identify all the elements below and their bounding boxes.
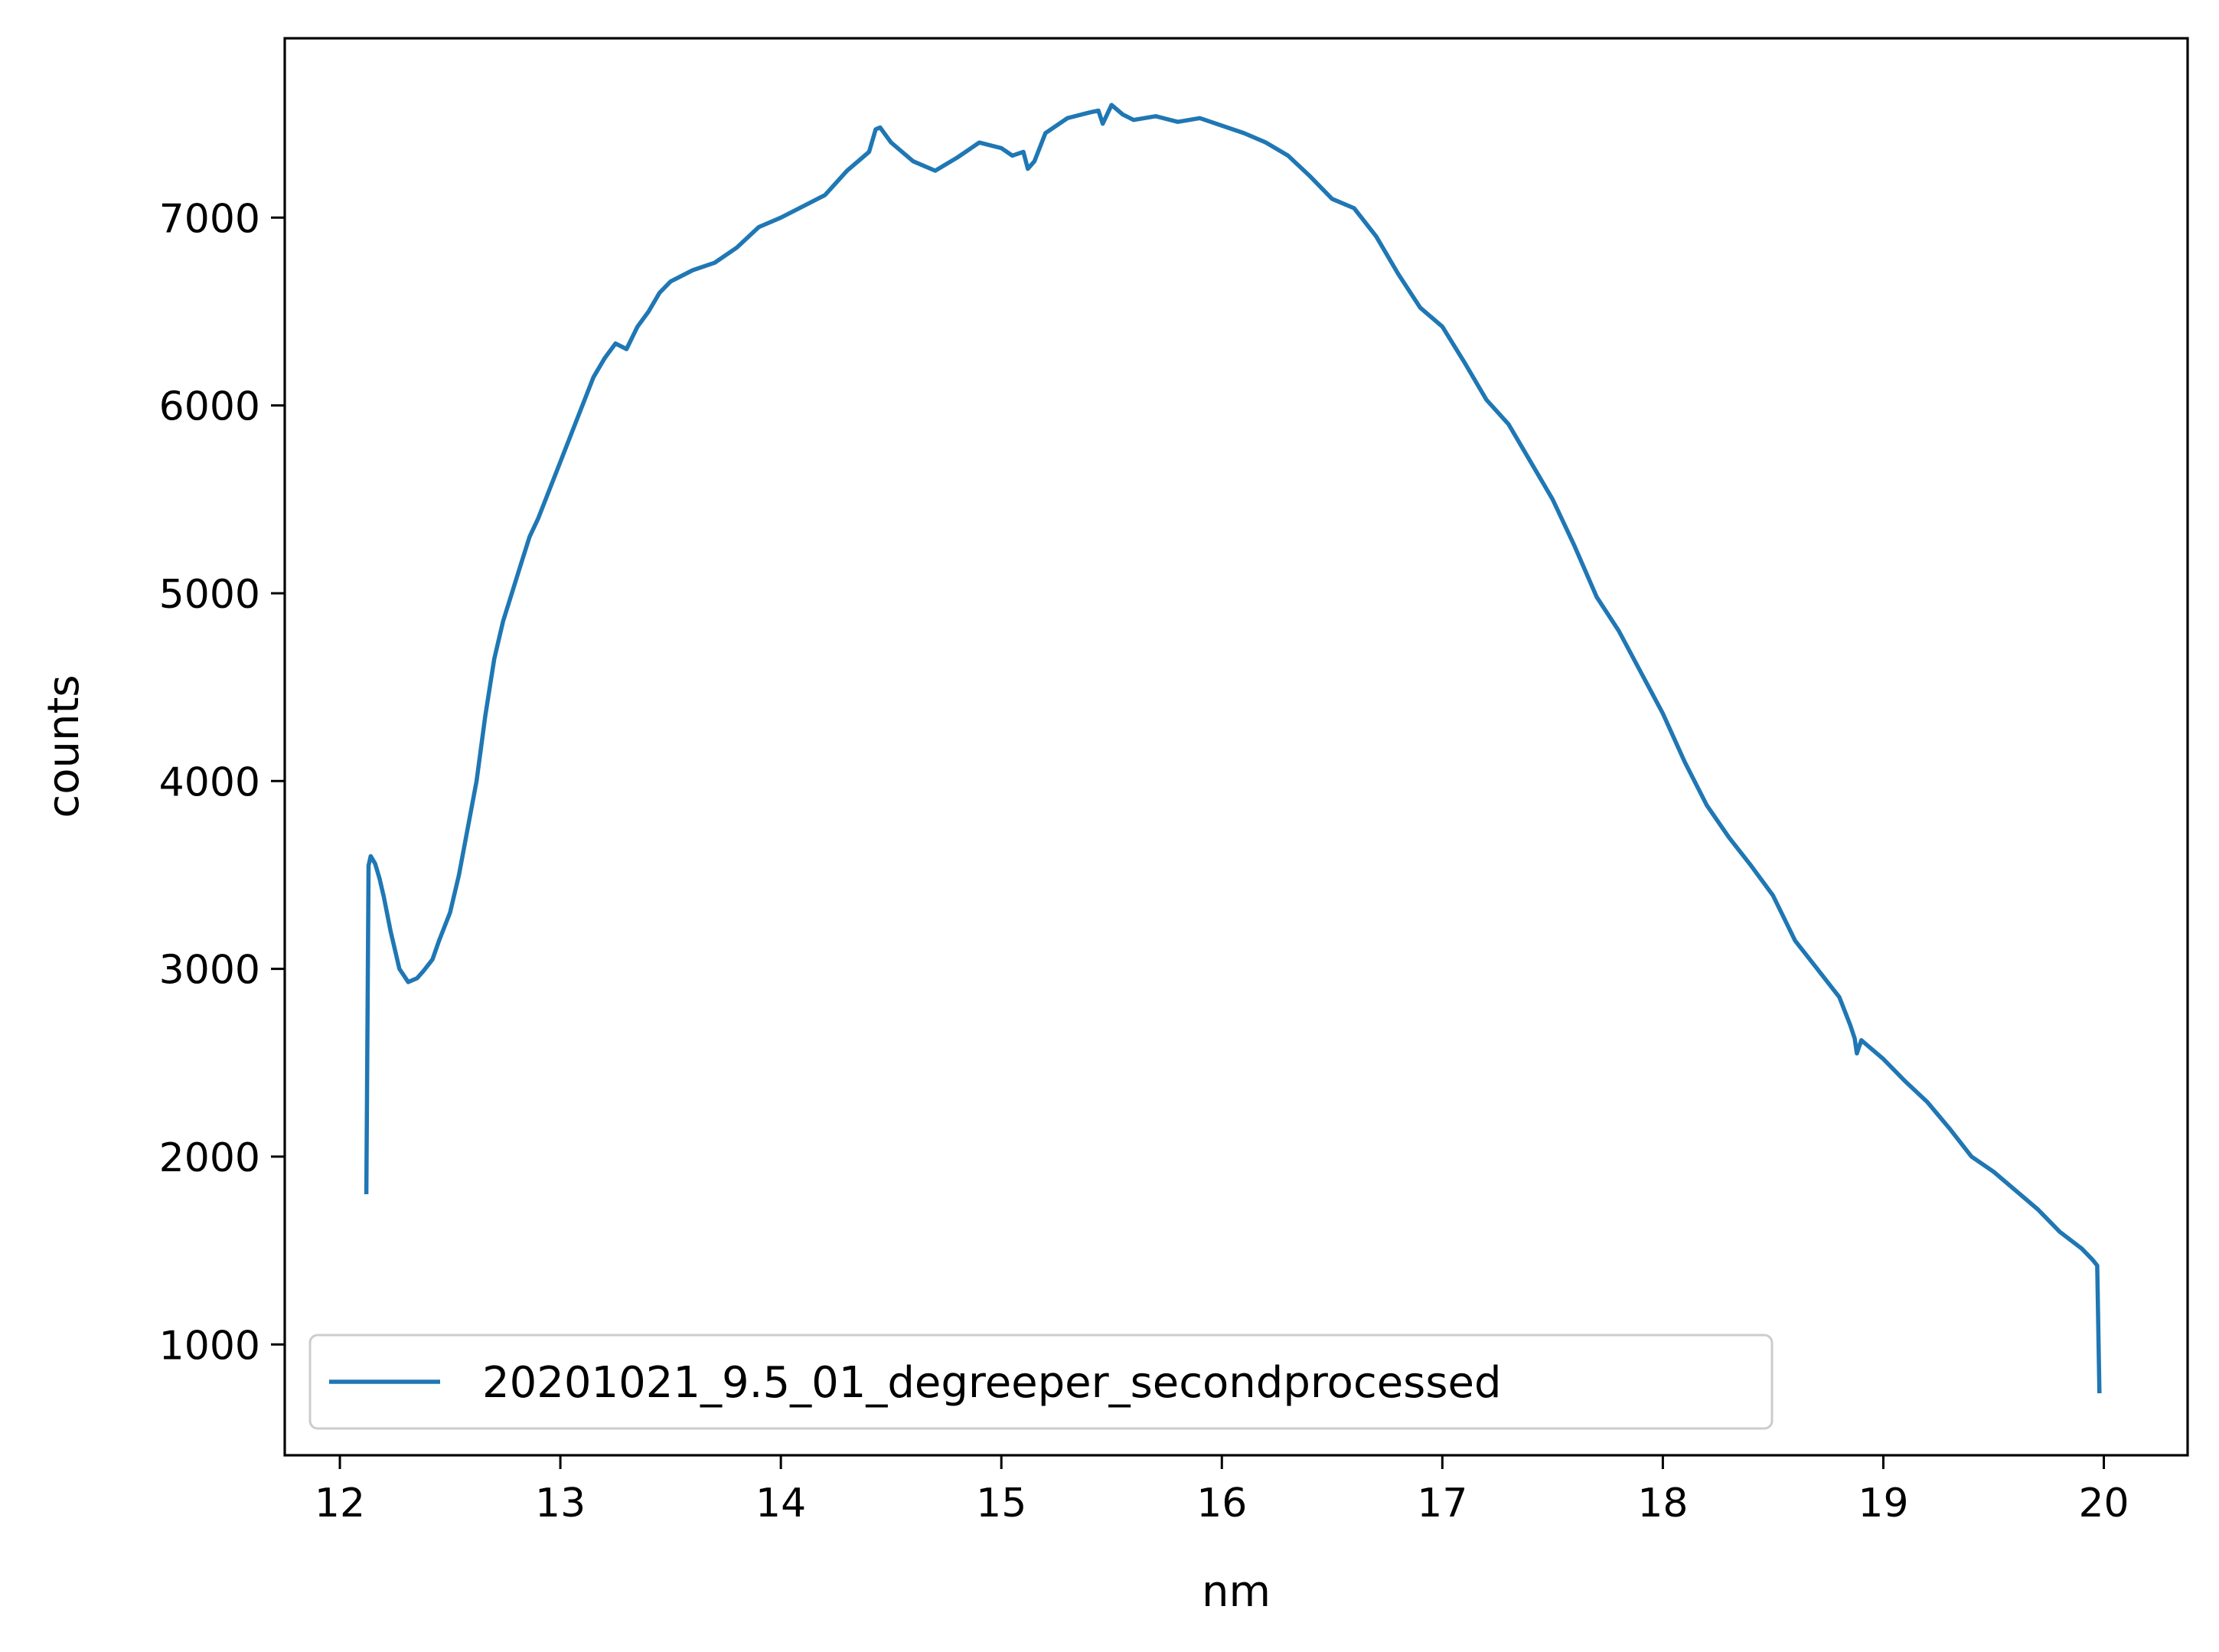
plot-frame bbox=[283, 37, 2189, 1457]
x-tick-label: 16 bbox=[1196, 1481, 1247, 1526]
y-axis-title: counts bbox=[39, 674, 89, 818]
x-tick-label: 20 bbox=[2078, 1481, 2129, 1526]
series-layer bbox=[364, 103, 2102, 1394]
x-axis-title: nm bbox=[1202, 1567, 1271, 1617]
legend-label: 20201021_9.5_01_degreeper_secondprocesse… bbox=[482, 1358, 1502, 1408]
x-tick-label: 12 bbox=[315, 1481, 365, 1526]
x-tick-label: 19 bbox=[1858, 1481, 1908, 1526]
y-tick-label: 4000 bbox=[159, 759, 260, 805]
y-tick-label: 1000 bbox=[159, 1323, 260, 1369]
x-tick-label: 15 bbox=[976, 1481, 1026, 1526]
y-tick-label: 3000 bbox=[159, 948, 260, 994]
x-tick-label: 13 bbox=[535, 1481, 586, 1526]
series-line-0 bbox=[364, 103, 2102, 1394]
ticks-layer: 12 13 14 15 16 17 18 19 20 1000 2000 3000 4000 5000 60… bbox=[159, 196, 2129, 1526]
legend-box bbox=[308, 1334, 1774, 1430]
x-tick-label: 14 bbox=[755, 1481, 806, 1526]
y-tick-label: 5000 bbox=[159, 572, 260, 618]
legend: 20201021_9.5_01_degreeper_secondprocesse… bbox=[308, 1334, 1774, 1430]
y-tick-label: 6000 bbox=[159, 384, 260, 430]
x-tick-label: 18 bbox=[1637, 1481, 1688, 1526]
x-tick-label: 17 bbox=[1417, 1481, 1467, 1526]
y-tick-label: 7000 bbox=[159, 196, 260, 242]
y-tick-label: 2000 bbox=[159, 1135, 260, 1181]
